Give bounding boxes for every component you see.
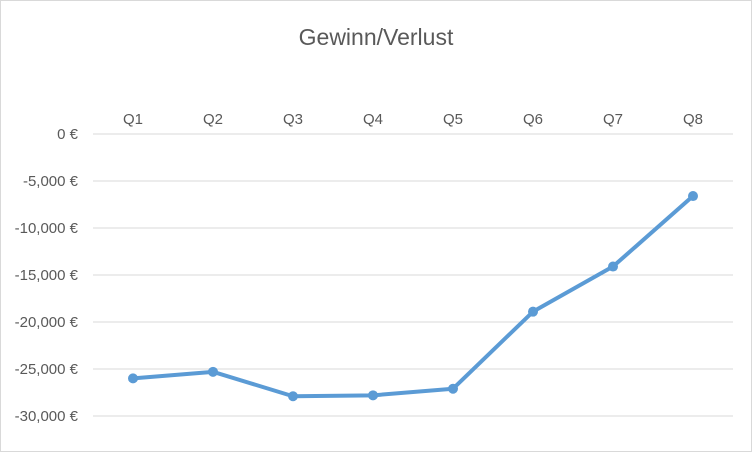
series-line xyxy=(131,194,695,399)
x-tick-label: Q5 xyxy=(443,111,463,128)
x-tick-label: Q4 xyxy=(363,111,383,128)
y-tick-label: -20,000 € xyxy=(15,314,79,331)
data-point xyxy=(688,191,698,202)
y-tick-label: -5,000 € xyxy=(23,173,79,190)
y-tick-label: -10,000 € xyxy=(15,220,79,237)
x-tick-label: Q2 xyxy=(203,111,223,128)
y-tick-label: 0 € xyxy=(57,126,79,143)
y-axis-ticks: 0 € -5,000 € -10,000 € -15,000 € -20,000 € -2… xyxy=(15,126,79,425)
y-tick-label: -15,000 € xyxy=(15,267,79,284)
data-point xyxy=(208,366,218,377)
data-point xyxy=(528,306,538,317)
x-tick-label: Q1 xyxy=(123,111,143,128)
gridlines xyxy=(93,133,733,417)
x-tick-label: Q6 xyxy=(523,111,543,128)
data-point xyxy=(288,391,298,402)
x-tick-label: Q7 xyxy=(603,111,623,128)
data-point xyxy=(448,383,458,394)
series-layer xyxy=(128,191,698,402)
chart-title: Gewinn/Verlust xyxy=(298,24,454,50)
x-tick-label: Q8 xyxy=(683,111,703,128)
data-point xyxy=(128,373,138,384)
x-axis-ticks: Q1 Q2 Q3 Q4 Q5 Q6 Q7 Q8 xyxy=(123,111,703,128)
data-point xyxy=(608,261,618,272)
data-point xyxy=(368,390,378,401)
y-tick-label: -30,000 € xyxy=(15,408,79,425)
x-tick-label: Q3 xyxy=(283,111,303,128)
y-tick-label: -25,000 € xyxy=(15,361,79,378)
